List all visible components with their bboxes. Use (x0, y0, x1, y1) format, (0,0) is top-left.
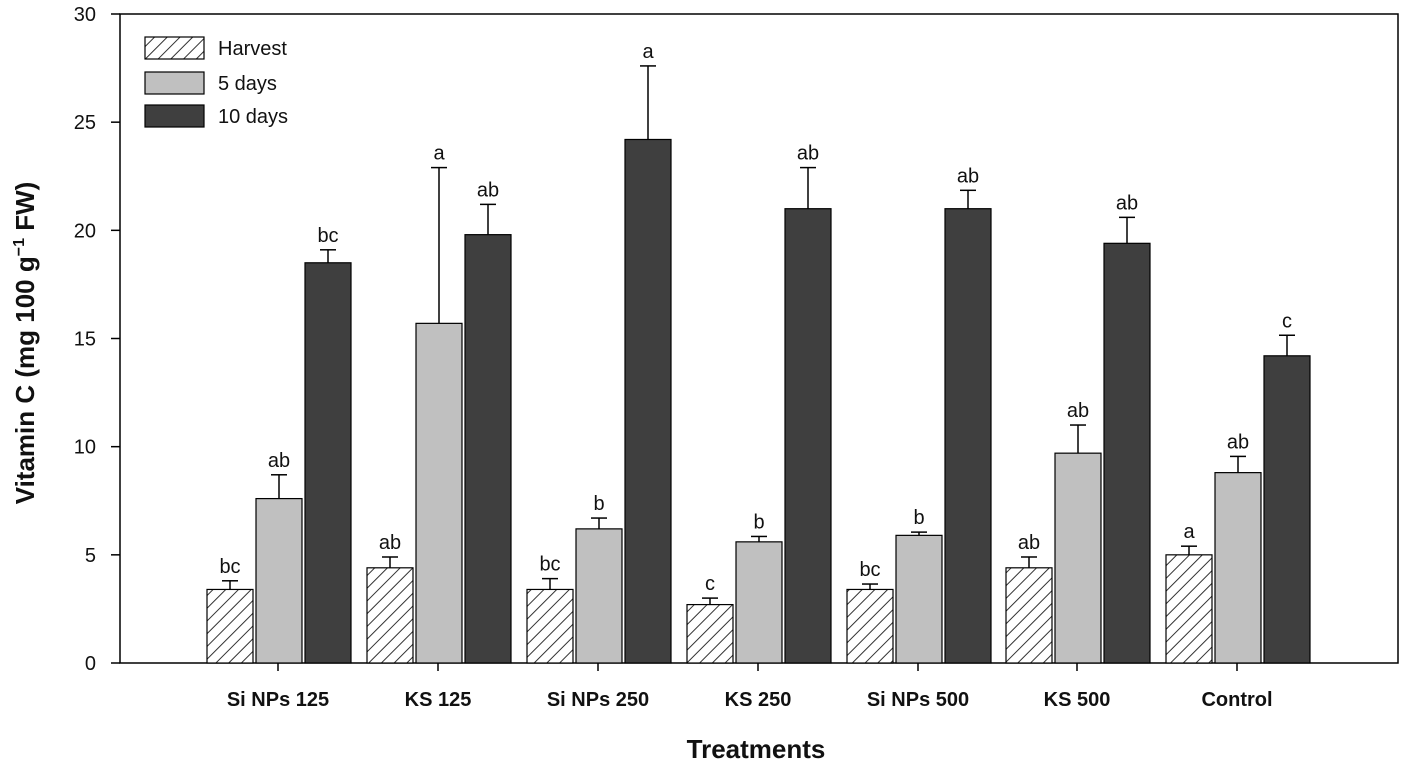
bar (206, 588, 254, 664)
x-category-label: Control (1201, 689, 1272, 711)
bar (255, 497, 303, 664)
x-category-label: KS 500 (1044, 689, 1111, 711)
significance-letter: ab (1067, 400, 1089, 422)
bar (464, 234, 512, 664)
y-tick-label: 0 (85, 653, 96, 675)
significance-letter: bc (317, 225, 338, 247)
significance-letter: a (433, 143, 445, 165)
bar (366, 567, 414, 664)
legend-swatch (144, 36, 205, 60)
legend-label: 5 days (218, 73, 277, 95)
legend-label: 10 days (218, 106, 288, 128)
bar (415, 322, 463, 664)
y-tick-label: 10 (74, 437, 96, 459)
bar (1214, 472, 1262, 664)
bar (846, 588, 894, 664)
significance-letter: bc (219, 556, 240, 578)
y-tick-label: 20 (74, 220, 96, 242)
bar (526, 588, 574, 664)
x-axis-title: Treatments (687, 734, 826, 764)
significance-letter: ab (477, 179, 499, 201)
bar (575, 528, 623, 664)
bar (1005, 567, 1053, 664)
bar (1165, 554, 1213, 664)
significance-letter: ab (957, 165, 979, 187)
significance-letter: ab (379, 532, 401, 554)
significance-letter: ab (797, 143, 819, 165)
bar (895, 534, 943, 664)
bar (784, 208, 832, 664)
bar (944, 208, 992, 664)
bar (1263, 355, 1311, 664)
legend-label: Harvest (218, 38, 287, 60)
significance-letter: bc (859, 559, 880, 581)
significance-letter: ab (1116, 192, 1138, 214)
x-category-label: KS 125 (405, 689, 472, 711)
significance-letter: a (1183, 521, 1195, 543)
significance-letter: ab (1227, 431, 1249, 453)
significance-letter: b (913, 507, 924, 529)
significance-letter: ab (268, 450, 290, 472)
y-tick-label: 5 (85, 545, 96, 567)
y-tick-label: 15 (74, 329, 96, 351)
x-category-label: Si NPs 250 (547, 689, 649, 711)
y-axis-title-superscript: −1 (11, 238, 28, 256)
significance-letter: a (642, 41, 654, 63)
significance-letter: b (753, 511, 764, 533)
y-tick-label: 30 (74, 4, 96, 26)
bar (624, 138, 672, 664)
y-axis-title: Vitamin C (mg 100 g−1 FW) (10, 182, 40, 505)
significance-letter: b (593, 493, 604, 515)
bar (1103, 242, 1151, 664)
significance-letter: bc (539, 554, 560, 576)
x-category-label: Si NPs 500 (867, 689, 969, 711)
bar (686, 603, 734, 664)
significance-letter: c (705, 573, 715, 595)
bar (304, 262, 352, 664)
bar (735, 541, 783, 664)
significance-letter: ab (1018, 532, 1040, 554)
y-tick-label: 25 (74, 112, 96, 134)
bar (1054, 452, 1102, 664)
significance-letter: c (1282, 310, 1292, 332)
legend-swatch (144, 71, 205, 95)
legend-swatch (144, 104, 205, 128)
x-category-label: KS 250 (725, 689, 792, 711)
x-category-label: Si NPs 125 (227, 689, 329, 711)
